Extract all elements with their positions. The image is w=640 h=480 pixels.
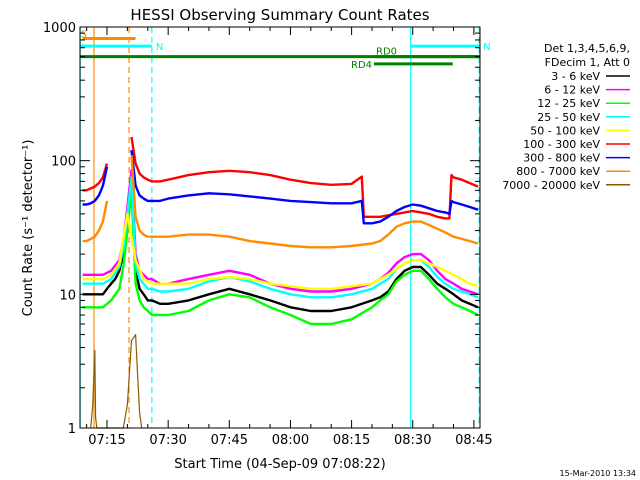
y-tick-label: 100 [51,155,76,170]
series-line [82,212,479,290]
status-bar-label: RD4 [351,60,372,71]
y-axis-label: Count Rate (s⁻¹ detector⁻¹) [21,140,36,317]
x-axis-label: Start Time (04-Sep-09 07:08:22) [174,457,385,472]
y-tick-label: 10 [59,288,76,303]
mode-vertical-lines [79,27,480,428]
status-bar-label: RD0 [376,47,397,58]
status-bars: S N N RD0 RD4 [80,30,491,71]
legend-header-line-2: FDecim 1, Att 0 [545,56,630,69]
series-line [82,176,479,299]
x-tick-label: 08:45 [455,433,492,448]
plot-area: S N N RD0 RD4 [79,26,491,429]
series-line [82,149,479,225]
legend-entry-label: 300 - 800 keV [523,152,600,165]
status-bar-label: N [483,42,490,53]
legend-entry-label: 100 - 300 keV [523,138,600,151]
legend-entry-label: 50 - 100 keV [530,124,600,137]
plot-frame [79,26,481,429]
y-tick-label: 1 [68,422,76,437]
series-line [82,180,479,313]
y-tick-label: 1000 [43,21,76,36]
legend: Det 1,3,4,5,6,9, FDecim 1, Att 0 3 - 6 k… [502,42,630,192]
legend-entry-label: 800 - 7000 keV [516,165,600,178]
x-tick-label: 08:30 [394,433,431,448]
series-line [82,189,479,326]
x-tick-label: 07:15 [88,433,125,448]
x-tick-label: 08:00 [272,433,309,448]
status-bar-label: N [156,42,163,53]
y-axis: 1 10 100 1000 [43,21,480,437]
legend-entry-label: 12 - 25 keV [537,97,600,110]
x-tick-label: 08:15 [333,433,370,448]
footer-timestamp: 15-Mar-2010 13:34 [560,469,637,478]
legend-entry-label: 7000 - 20000 keV [502,179,600,192]
legend-entry-label: 6 - 12 keV [544,84,600,97]
status-bar-label: S [81,30,87,41]
legend-header-line-1: Det 1,3,4,5,6,9, [544,42,630,55]
x-axis: 07:15 07:30 07:45 08:00 08:15 08:30 08:45 [86,27,493,448]
x-tick-label: 07:45 [211,433,248,448]
series-layer [82,136,479,429]
series-line [82,136,479,220]
x-tick-label: 07:30 [149,433,186,448]
legend-entry-label: 3 - 6 keV [551,70,600,83]
series-line [90,334,143,429]
series-line [82,155,479,249]
legend-entry-label: 25 - 50 keV [537,111,600,124]
chart-title: HESSI Observing Summary Count Rates [130,6,429,24]
